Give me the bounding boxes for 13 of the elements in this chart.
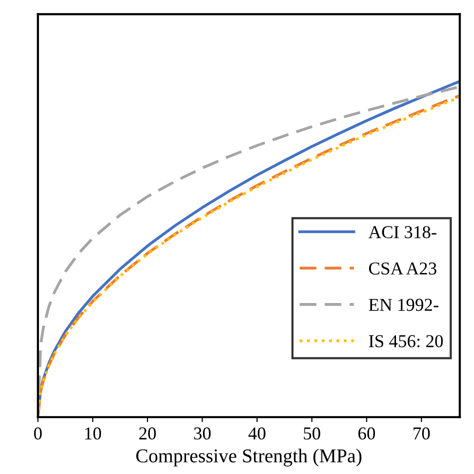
legend-label: CSA A23: [369, 262, 436, 275]
legend-label: IS 456: 20: [368, 335, 443, 348]
x-tick-label: 70: [414, 427, 430, 440]
x-tick-label: 60: [358, 427, 375, 440]
x-axis-title: Compressive Strength (MPa): [136, 448, 362, 466]
x-tick-label: 30: [194, 427, 211, 440]
x-tick-label: 20: [139, 427, 156, 440]
x-tick-label: 50: [304, 427, 320, 440]
legend-label: ACI 318-: [368, 226, 436, 238]
x-tick-label: 0: [34, 427, 42, 440]
x-tick-label: 10: [85, 427, 102, 440]
x-tick-label: 40: [248, 427, 266, 440]
legend-label: EN 1992-: [368, 298, 438, 311]
